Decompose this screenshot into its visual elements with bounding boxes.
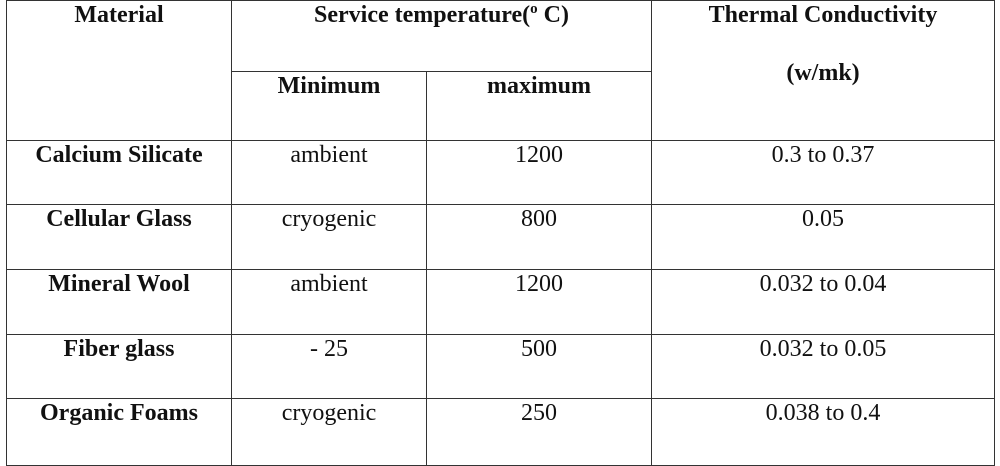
material-name: Cellular Glass [6,204,232,271]
table-row: Cellular Glass cryogenic 800 0.05 [6,204,996,271]
thermal-conductivity: 0.05 [651,204,996,271]
header-service-temperature-label: Service temperature( [314,2,531,28]
material-name: Fiber glass [6,333,232,400]
header-material: Material [6,0,232,141]
material-name: Calcium Silicate [6,139,232,206]
thermal-conductivity: 0.032 to 0.05 [651,333,996,400]
header-thermal-unit: (w/mk) [786,60,860,86]
thermal-conductivity: 0.032 to 0.04 [651,269,996,335]
header-service-temperature-unit: C) [537,2,569,28]
header-thermal-conductivity: Thermal Conductivity (w/mk) [651,0,996,141]
min-temperature: - 25 [231,333,427,400]
material-name: Mineral Wool [6,269,232,335]
min-temperature: cryogenic [231,398,427,466]
header-maximum: maximum [425,70,653,141]
insulation-materials-table: Material Service temperature(o C) Therma… [6,0,996,466]
min-temperature: ambient [231,269,427,335]
table-row: Mineral Wool ambient 1200 0.032 to 0.04 [6,269,996,335]
thermal-conductivity: 0.038 to 0.4 [651,398,996,466]
max-temperature: 250 [425,398,653,466]
material-name: Organic Foams [6,398,232,466]
table-row: Fiber glass - 25 500 0.032 to 0.05 [6,333,996,400]
min-temperature: ambient [231,139,427,206]
header-service-temperature: Service temperature(o C) [230,0,653,72]
max-temperature: 500 [425,333,653,400]
max-temperature: 1200 [425,139,653,206]
max-temperature: 1200 [425,269,653,335]
min-temperature: cryogenic [231,204,427,271]
max-temperature: 800 [425,204,653,271]
table-header-row: Material Service temperature(o C) Therma… [6,0,996,141]
table-subheader-row: Minimum maximum [7,70,995,141]
table-row: Organic Foams cryogenic 250 0.038 to 0.4 [6,398,996,466]
header-thermal-title: Thermal Conductivity [708,2,938,28]
table-row: Calcium Silicate ambient 1200 0.3 to 0.3… [6,139,996,206]
header-minimum: Minimum [231,70,427,141]
thermal-conductivity: 0.3 to 0.37 [651,139,996,206]
degree-superscript: o [530,1,538,17]
